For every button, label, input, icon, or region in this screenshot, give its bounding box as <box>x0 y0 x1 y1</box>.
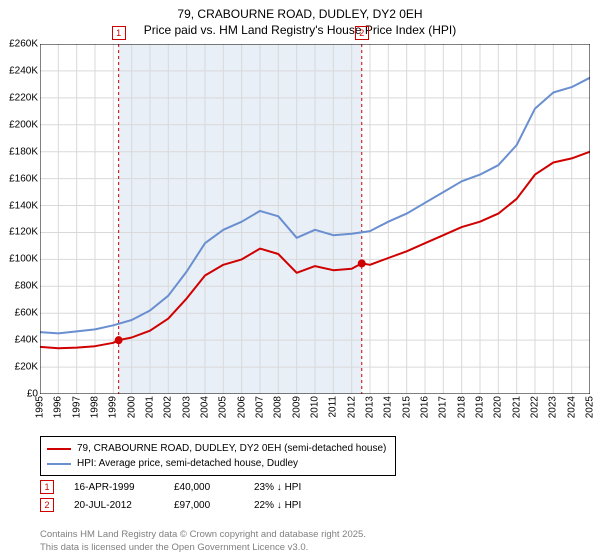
x-tick-label: 2010 <box>310 396 321 418</box>
chart-area: £0£20K£40K£60K£80K£100K£120K£140K£160K£1… <box>40 44 590 394</box>
y-tick-label: £160K <box>2 173 38 184</box>
x-tick-label: 2019 <box>475 396 486 418</box>
y-tick-label: £120K <box>2 227 38 238</box>
y-tick-label: £240K <box>2 65 38 76</box>
event-badge: 1 <box>112 26 126 40</box>
x-tick-label: 2013 <box>365 396 376 418</box>
x-tick-label: 1995 <box>35 396 46 418</box>
x-tick-label: 2002 <box>163 396 174 418</box>
footer-attribution: Contains HM Land Registry data © Crown c… <box>40 529 366 554</box>
x-tick-label: 2012 <box>346 396 357 418</box>
event-badge: 2 <box>355 26 369 40</box>
x-tick-label: 2025 <box>585 396 596 418</box>
x-tick-label: 2008 <box>273 396 284 418</box>
x-tick-label: 2017 <box>438 396 449 418</box>
x-tick-label: 2009 <box>291 396 302 418</box>
y-tick-label: £260K <box>2 39 38 50</box>
legend-label: 79, CRABOURNE ROAD, DUDLEY, DY2 0EH (sem… <box>77 441 386 456</box>
event-price: £40,000 <box>174 482 234 493</box>
legend: 79, CRABOURNE ROAD, DUDLEY, DY2 0EH (sem… <box>40 436 396 476</box>
x-tick-label: 2016 <box>420 396 431 418</box>
x-tick-label: 1996 <box>53 396 64 418</box>
x-tick-label: 2022 <box>530 396 541 418</box>
event-number-badge: 1 <box>40 480 54 494</box>
legend-swatch <box>47 448 71 450</box>
x-tick-label: 1999 <box>108 396 119 418</box>
title-line2: Price paid vs. HM Land Registry's House … <box>0 22 600 38</box>
y-tick-label: £80K <box>2 281 38 292</box>
legend-item: 79, CRABOURNE ROAD, DUDLEY, DY2 0EH (sem… <box>47 441 389 456</box>
price-chart <box>40 44 590 394</box>
x-tick-label: 2020 <box>493 396 504 418</box>
x-tick-label: 2018 <box>456 396 467 418</box>
y-tick-label: £60K <box>2 308 38 319</box>
event-row: 2 20-JUL-2012 £97,000 22% ↓ HPI <box>40 496 344 514</box>
events-table: 1 16-APR-1999 £40,000 23% ↓ HPI 2 20-JUL-2012… <box>40 478 344 514</box>
x-tick-label: 2001 <box>145 396 156 418</box>
footer-line2: This data is licensed under the Open Gov… <box>40 542 366 554</box>
y-tick-label: £220K <box>2 92 38 103</box>
event-date: 20-JUL-2012 <box>74 500 154 511</box>
x-tick-label: 2000 <box>126 396 137 418</box>
y-tick-label: £180K <box>2 146 38 157</box>
event-delta: 23% ↓ HPI <box>254 482 344 493</box>
x-tick-label: 2021 <box>511 396 522 418</box>
x-tick-label: 2004 <box>200 396 211 418</box>
y-tick-label: £0 <box>2 389 38 400</box>
x-tick-label: 2023 <box>548 396 559 418</box>
x-tick-label: 2014 <box>383 396 394 418</box>
event-date: 16-APR-1999 <box>74 482 154 493</box>
event-price: £97,000 <box>174 500 234 511</box>
footer-line1: Contains HM Land Registry data © Crown c… <box>40 529 366 541</box>
legend-swatch <box>47 463 71 465</box>
x-tick-label: 2015 <box>401 396 412 418</box>
event-number-badge: 2 <box>40 498 54 512</box>
x-tick-label: 2011 <box>328 396 339 418</box>
chart-title: 79, CRABOURNE ROAD, DUDLEY, DY2 0EH Pric… <box>0 0 600 38</box>
x-tick-label: 2024 <box>566 396 577 418</box>
x-tick-label: 2007 <box>255 396 266 418</box>
y-tick-label: £200K <box>2 119 38 130</box>
event-delta: 22% ↓ HPI <box>254 500 344 511</box>
y-tick-label: £20K <box>2 362 38 373</box>
x-tick-label: 1997 <box>71 396 82 418</box>
y-tick-label: £40K <box>2 335 38 346</box>
title-line1: 79, CRABOURNE ROAD, DUDLEY, DY2 0EH <box>0 6 600 22</box>
x-tick-label: 2005 <box>218 396 229 418</box>
y-tick-label: £100K <box>2 254 38 265</box>
legend-label: HPI: Average price, semi-detached house,… <box>77 456 298 471</box>
x-tick-label: 2006 <box>236 396 247 418</box>
event-row: 1 16-APR-1999 £40,000 23% ↓ HPI <box>40 478 344 496</box>
x-tick-label: 2003 <box>181 396 192 418</box>
y-tick-label: £140K <box>2 200 38 211</box>
legend-item: HPI: Average price, semi-detached house,… <box>47 456 389 471</box>
x-tick-label: 1998 <box>90 396 101 418</box>
